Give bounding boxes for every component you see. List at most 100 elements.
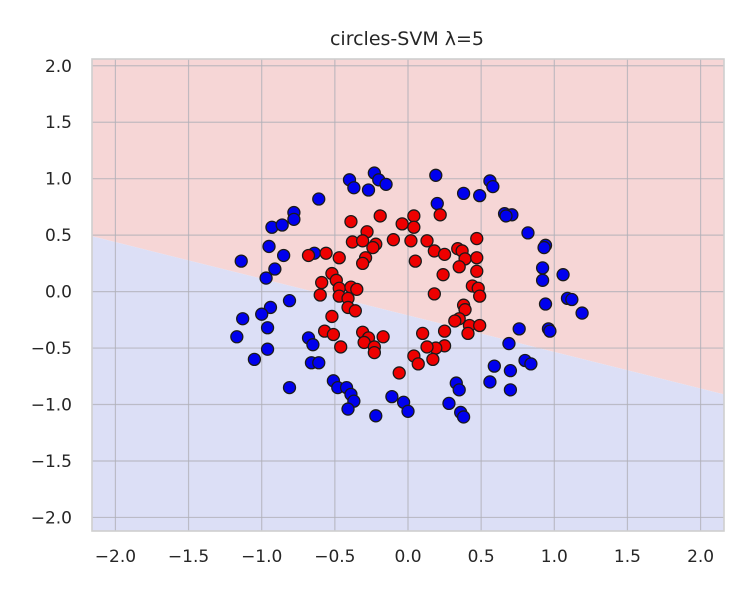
data-point [313, 288, 327, 302]
data-point [236, 312, 250, 326]
data-point [535, 261, 550, 275]
data-point [348, 304, 362, 318]
data-point [407, 220, 421, 234]
data-point [427, 287, 441, 301]
data-point [430, 196, 444, 211]
data-point [260, 321, 275, 335]
y-tick-label: −1.5 [31, 452, 72, 472]
data-point [420, 340, 434, 354]
data-point [436, 268, 450, 282]
data-point [344, 214, 358, 229]
data-point [433, 208, 447, 222]
data-point [565, 292, 579, 307]
y-tick-label: 2.0 [45, 57, 72, 77]
data-point [502, 336, 516, 351]
data-point [407, 209, 421, 223]
data-point [543, 324, 557, 338]
data-point [524, 357, 538, 371]
x-tick-label: 1.0 [541, 547, 568, 567]
data-point [259, 271, 273, 285]
x-tick-label: −1.5 [168, 547, 209, 567]
data-point [395, 217, 409, 231]
y-axis-ticks: 2.0 1.5 1.0 0.5 0.0 −0.5 −1.0 −1.5 −2.0 [31, 57, 72, 529]
data-point [470, 251, 484, 265]
data-point [312, 356, 326, 370]
data-point [456, 410, 471, 424]
data-point [355, 234, 370, 248]
data-point [470, 264, 484, 278]
x-tick-label: 1.5 [614, 547, 641, 567]
data-point [411, 357, 425, 371]
data-point [282, 380, 297, 395]
data-point [341, 402, 355, 416]
gridlines [92, 59, 724, 531]
y-tick-label: 0.5 [45, 226, 72, 246]
data-point [487, 359, 501, 373]
data-point [512, 322, 526, 336]
data-point [230, 330, 244, 344]
data-point [452, 260, 466, 274]
y-tick-label: 1.0 [45, 170, 72, 190]
data-point [408, 254, 422, 268]
data-point [420, 234, 434, 248]
data-point [437, 324, 452, 338]
data-point [287, 212, 301, 226]
data-point [275, 218, 289, 232]
y-tick-label: −1.0 [31, 396, 72, 416]
data-point [312, 192, 326, 206]
data-point [315, 275, 329, 290]
data-point [575, 306, 589, 320]
data-point [473, 188, 487, 203]
data-point [537, 240, 551, 255]
data-point [556, 268, 570, 282]
data-point [255, 307, 269, 321]
data-point [386, 233, 401, 247]
data-point [442, 396, 456, 411]
data-point [376, 330, 390, 344]
data-point [521, 226, 535, 240]
data-point [263, 300, 278, 315]
data-point [473, 289, 487, 303]
data-point [483, 375, 497, 389]
y-tick-label: −0.5 [31, 339, 72, 359]
data-point [429, 168, 443, 182]
data-point [282, 293, 297, 308]
data-point [326, 327, 341, 342]
data-point [268, 262, 282, 276]
x-tick-label: 2.0 [687, 547, 714, 567]
plot-frame [91, 58, 725, 532]
data-point [262, 239, 276, 254]
x-axis-ticks: −2.0 −1.5 −1.0 −0.5 0.0 0.5 1.0 1.5 2.0 [95, 547, 714, 567]
data-point [426, 352, 440, 367]
data-point [437, 247, 452, 261]
data-point [347, 181, 361, 195]
y-tick-label: −2.0 [31, 508, 72, 528]
data-point [334, 340, 348, 354]
data-point [276, 248, 291, 263]
data-point [461, 326, 475, 341]
data-point [350, 282, 364, 297]
data-point [379, 177, 393, 191]
data-point [385, 389, 399, 404]
data-point [355, 256, 370, 271]
data-point [392, 366, 406, 380]
scatter-points [230, 166, 589, 424]
data-point [319, 246, 333, 260]
x-tick-label: 0.5 [468, 547, 495, 567]
y-tick-label: 0.0 [45, 283, 72, 303]
data-point [452, 383, 466, 397]
y-tick-label: 1.5 [45, 113, 72, 133]
data-point [234, 254, 248, 268]
data-point [361, 183, 376, 197]
data-point [538, 297, 553, 311]
data-point [473, 318, 487, 333]
chart-title: circles-SVM λ=5 [330, 28, 484, 50]
data-point [404, 234, 418, 248]
data-point [503, 383, 518, 397]
data-point [401, 404, 415, 418]
data-point [448, 314, 462, 328]
data-point [366, 240, 380, 255]
data-point [415, 326, 430, 341]
x-tick-label: −2.0 [95, 547, 136, 567]
